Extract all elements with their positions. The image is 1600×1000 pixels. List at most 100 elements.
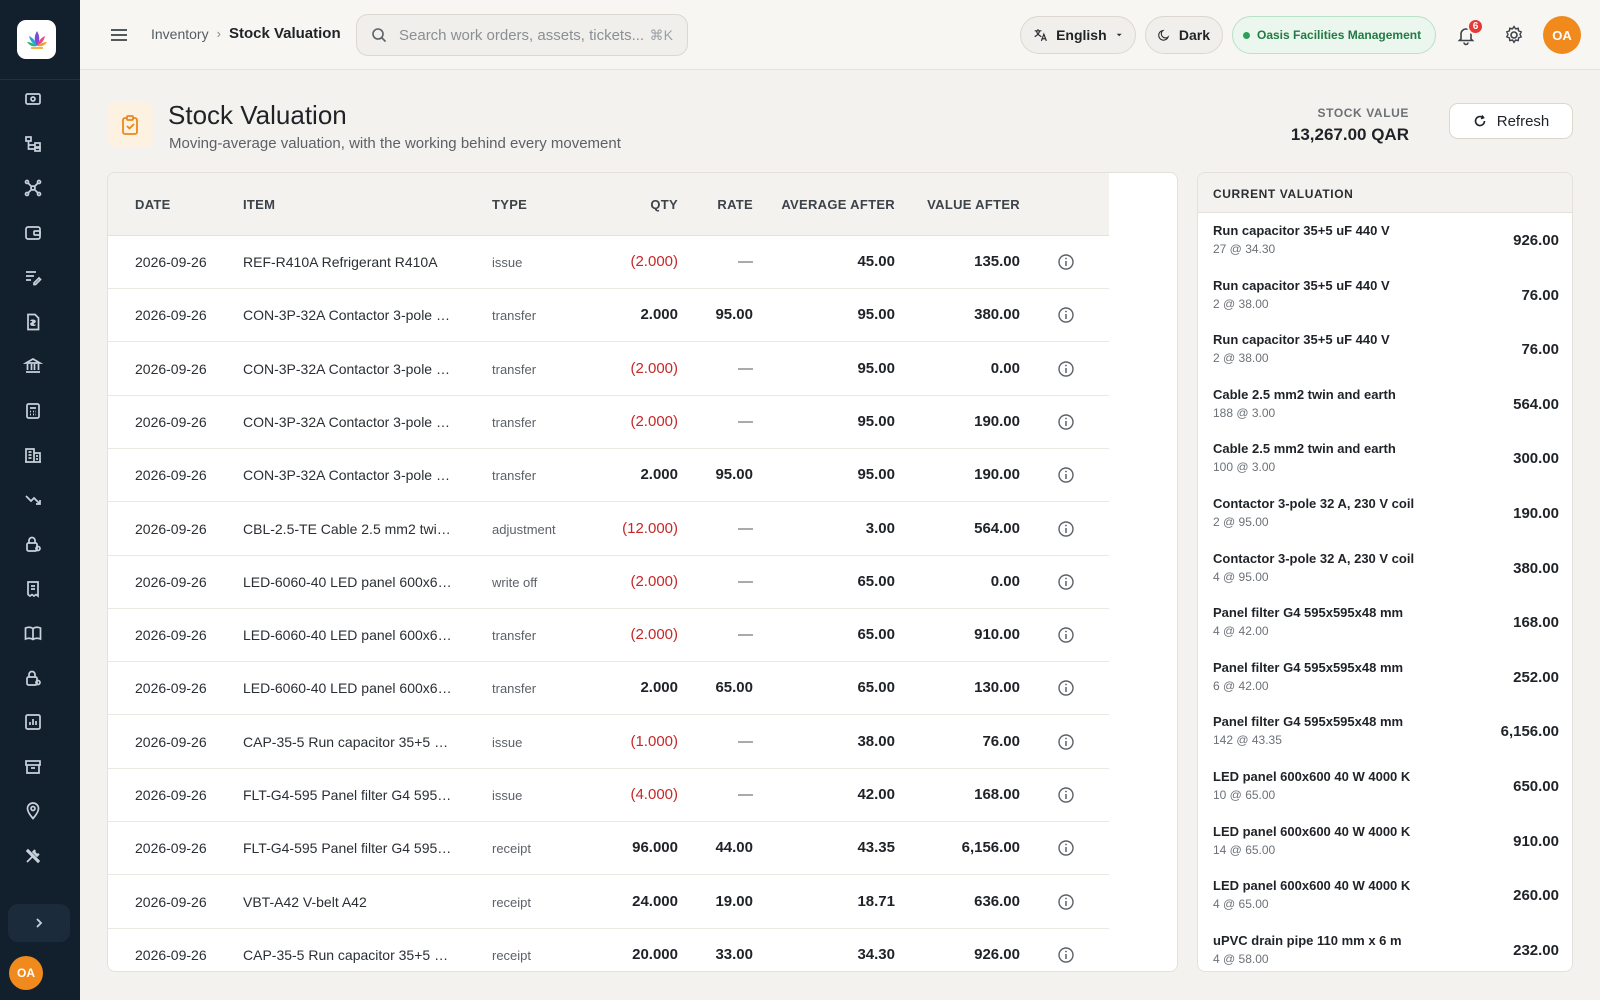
cell-rate: — bbox=[738, 626, 753, 644]
table-row[interactable]: 2026-09-26 CON-3P-32A Contactor 3-pole 32… bbox=[108, 289, 1109, 343]
info-icon[interactable] bbox=[1057, 839, 1075, 857]
cell-value-after: 76.00 bbox=[982, 732, 1020, 750]
info-icon[interactable] bbox=[1057, 679, 1075, 697]
cell-date: 2026-09-26 bbox=[135, 627, 207, 644]
wallet-icon[interactable] bbox=[22, 222, 44, 244]
cell-rate: — bbox=[738, 786, 753, 803]
column-header-rate[interactable]: RATE bbox=[717, 197, 753, 212]
search-box[interactable]: ⌘K bbox=[356, 14, 688, 56]
valuation-item-detail: 27 @ 34.30 bbox=[1213, 242, 1276, 256]
organization-badge[interactable]: Oasis Facilities Management bbox=[1232, 16, 1436, 54]
hierarchy-icon[interactable] bbox=[22, 133, 44, 155]
info-icon[interactable] bbox=[1057, 466, 1075, 484]
column-header-item[interactable]: ITEM bbox=[243, 197, 276, 212]
sidebar-user-avatar[interactable]: OA bbox=[9, 956, 43, 990]
column-header-date[interactable]: DATE bbox=[135, 197, 171, 212]
menu-icon[interactable] bbox=[108, 24, 130, 46]
cash-icon[interactable] bbox=[22, 88, 44, 110]
table-row[interactable]: 2026-09-26 FLT-G4-595 Panel filter G4 595… bbox=[108, 822, 1109, 876]
location-icon[interactable] bbox=[22, 800, 44, 822]
chevron-right-icon bbox=[36, 918, 43, 928]
info-icon[interactable] bbox=[1057, 413, 1075, 431]
valuation-item[interactable]: LED panel 600x600 40 W 4000 K 14 @ 65.00 9… bbox=[1198, 814, 1572, 869]
valuation-item[interactable]: LED panel 600x600 40 W 4000 K 10 @ 65.00 6… bbox=[1198, 759, 1572, 814]
network-icon[interactable] bbox=[22, 177, 44, 199]
lock-person-icon[interactable] bbox=[22, 667, 44, 689]
table-row[interactable]: 2026-09-26 FLT-G4-595 Panel filter G4 595… bbox=[108, 769, 1109, 822]
table-row[interactable]: 2026-09-26 CAP-35-5 Run capacitor 35+5 uF… bbox=[108, 929, 1109, 971]
archive-icon[interactable] bbox=[22, 756, 44, 778]
breadcrumb-inventory[interactable]: Inventory bbox=[151, 25, 209, 42]
cell-type: issue bbox=[492, 255, 523, 270]
info-icon[interactable] bbox=[1057, 573, 1075, 591]
invoice-icon[interactable] bbox=[22, 311, 44, 333]
topbar: Inventory › Stock Valuation ⌘K English D… bbox=[80, 0, 1600, 70]
column-header-qty[interactable]: QTY bbox=[650, 197, 678, 212]
table-row[interactable]: 2026-09-26 LED-6060-40 LED panel 600x600 … bbox=[108, 662, 1109, 716]
valuation-item-name: LED panel 600x600 40 W 4000 K bbox=[1213, 878, 1411, 894]
info-icon[interactable] bbox=[1057, 520, 1075, 538]
table-row[interactable]: 2026-09-26 CON-3P-32A Contactor 3-pole 32… bbox=[108, 449, 1109, 503]
bar-chart-icon[interactable] bbox=[22, 711, 44, 733]
table-row[interactable]: 2026-09-26 LED-6060-40 LED panel 600x600 … bbox=[108, 609, 1109, 663]
valuation-item[interactable]: LED panel 600x600 40 W 4000 K 4 @ 65.00 26… bbox=[1198, 868, 1572, 923]
info-icon[interactable] bbox=[1057, 786, 1075, 804]
table-row[interactable]: 2026-09-26 VBT-A42 V-belt A42 receipt 24.00… bbox=[108, 876, 1109, 929]
tools-icon[interactable] bbox=[22, 845, 44, 867]
theme-toggle[interactable]: Dark bbox=[1145, 16, 1223, 54]
column-header-value-after[interactable]: VALUE AFTER bbox=[927, 197, 1020, 212]
stock-value-label: STOCK VALUE bbox=[1317, 106, 1409, 120]
building-icon[interactable] bbox=[22, 444, 44, 466]
user-avatar[interactable]: OA bbox=[1543, 16, 1581, 54]
info-icon[interactable] bbox=[1057, 626, 1075, 644]
valuation-item[interactable]: Run capacitor 35+5 uF 440 V 2 @ 38.00 76.0… bbox=[1198, 322, 1572, 377]
valuation-item-detail: 14 @ 65.00 bbox=[1213, 842, 1276, 857]
info-icon[interactable] bbox=[1057, 733, 1075, 751]
info-icon[interactable] bbox=[1057, 893, 1075, 911]
table-row[interactable]: 2026-09-26 CON-3P-32A Contactor 3-pole 32… bbox=[108, 343, 1109, 396]
valuation-item[interactable]: Run capacitor 35+5 uF 440 V 27 @ 34.30 926… bbox=[1198, 213, 1572, 268]
table-row[interactable]: 2026-09-26 CBL-2.5-TE Cable 2.5 mm2 twin … bbox=[108, 503, 1109, 556]
valuation-item[interactable]: Contactor 3-pole 32 A, 230 V coil 2 @ 95.… bbox=[1198, 486, 1572, 541]
sidebar-expand-button[interactable] bbox=[8, 904, 70, 942]
valuation-item[interactable]: Cable 2.5 mm2 twin and earth 100 @ 3.00 30… bbox=[1198, 431, 1572, 486]
info-icon[interactable] bbox=[1057, 253, 1075, 271]
cell-rate: 19.00 bbox=[715, 892, 753, 910]
receipt-icon[interactable] bbox=[22, 578, 44, 600]
search-input[interactable] bbox=[399, 26, 650, 44]
cell-average-after: 45.00 bbox=[857, 253, 895, 270]
valuation-item[interactable]: Contactor 3-pole 32 A, 230 V coil 4 @ 95.… bbox=[1198, 541, 1572, 596]
trend-down-icon[interactable] bbox=[22, 489, 44, 511]
valuation-item[interactable]: Panel filter G4 595x595x48 mm 142 @ 43.35… bbox=[1198, 704, 1572, 759]
column-header-type[interactable]: TYPE bbox=[492, 197, 528, 212]
table-row[interactable]: 2026-09-26 LED-6060-40 LED panel 600x600 … bbox=[108, 556, 1109, 609]
language-selector[interactable]: English bbox=[1020, 16, 1136, 54]
valuation-item[interactable]: Panel filter G4 595x595x48 mm 4 @ 42.00 16… bbox=[1198, 595, 1572, 650]
valuation-item[interactable]: Cable 2.5 mm2 twin and earth 188 @ 3.00 56… bbox=[1198, 377, 1572, 432]
app-logo[interactable] bbox=[17, 20, 56, 59]
calculator-icon[interactable] bbox=[22, 400, 44, 422]
valuation-item[interactable]: Panel filter G4 595x595x48 mm 6 @ 42.00 25… bbox=[1198, 650, 1572, 705]
refresh-button[interactable]: Refresh bbox=[1449, 103, 1573, 139]
cell-type: adjustment bbox=[492, 521, 556, 537]
cell-type: transfer bbox=[492, 308, 537, 324]
table-row[interactable]: 2026-09-26 CON-3P-32A Contactor 3-pole 32… bbox=[108, 396, 1109, 449]
truck-icon[interactable] bbox=[22, 889, 44, 892]
book-icon[interactable] bbox=[22, 622, 44, 644]
info-icon[interactable] bbox=[1057, 360, 1075, 378]
lock-person-icon[interactable] bbox=[22, 533, 44, 555]
info-icon[interactable] bbox=[1057, 946, 1075, 964]
cell-date: 2026-09-26 bbox=[135, 733, 207, 750]
valuation-item-amount: 260.00 bbox=[1513, 887, 1559, 905]
valuation-item[interactable]: Run capacitor 35+5 uF 440 V 2 @ 38.00 76.0… bbox=[1198, 268, 1572, 323]
settings-gear-icon[interactable] bbox=[1503, 24, 1525, 46]
cell-date: 2026-09-26 bbox=[135, 254, 207, 270]
cell-average-after: 42.00 bbox=[857, 786, 895, 803]
table-row[interactable]: 2026-09-26 CAP-35-5 Run capacitor 35+5 uF… bbox=[108, 716, 1109, 769]
column-header-average-after[interactable]: AVERAGE AFTER bbox=[781, 197, 895, 212]
info-icon[interactable] bbox=[1057, 306, 1075, 324]
list-edit-icon[interactable] bbox=[22, 266, 44, 288]
bank-icon[interactable] bbox=[22, 355, 44, 377]
valuation-item[interactable]: uPVC drain pipe 110 mm x 6 m 4 @ 58.00 232… bbox=[1198, 923, 1572, 971]
table-row[interactable]: 2026-09-26 REF-R410A Refrigerant R410A iss… bbox=[108, 236, 1109, 289]
